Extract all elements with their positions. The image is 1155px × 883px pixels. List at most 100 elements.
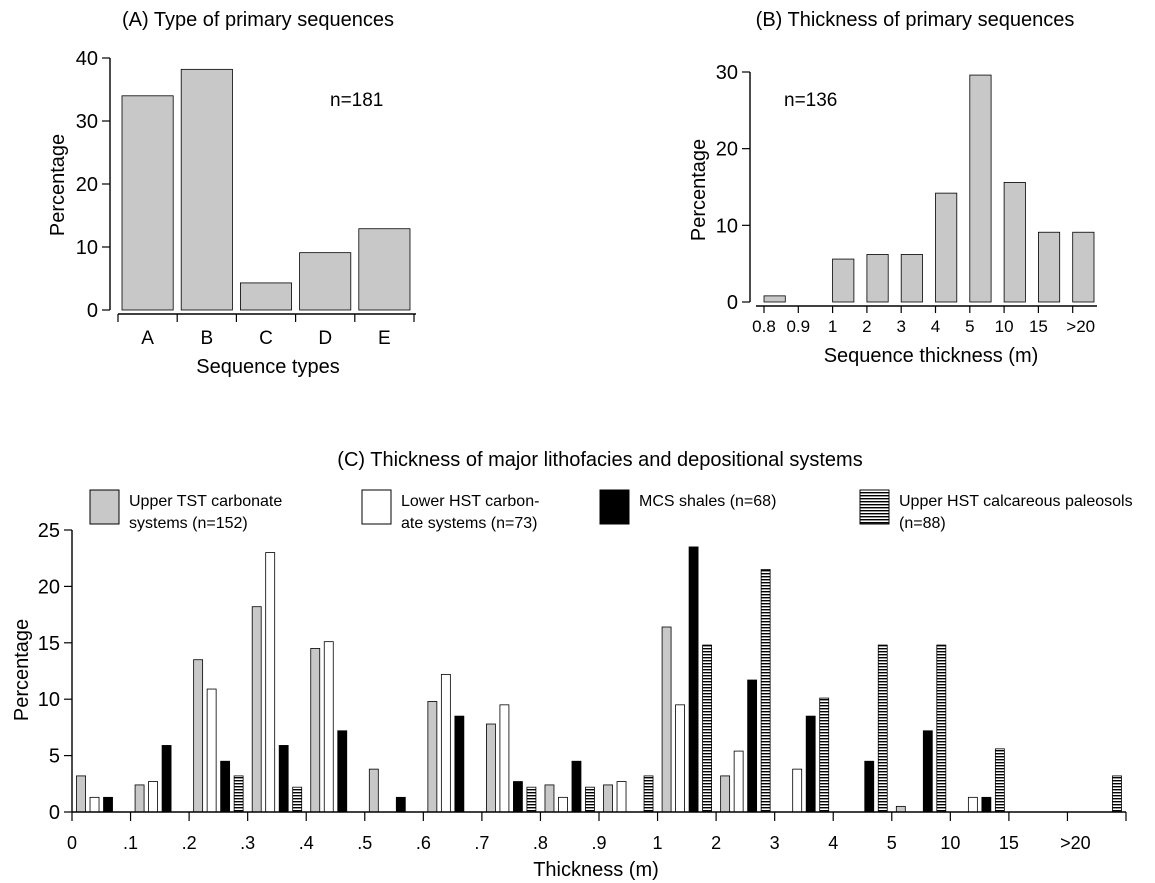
xtick-label: >20	[1060, 833, 1091, 853]
legend-label: MCS shales (n=68)	[639, 493, 776, 510]
bar-c-black	[454, 715, 465, 813]
bar-a-d	[299, 252, 352, 311]
bar-c-white	[792, 768, 803, 813]
bar-c-hatch	[936, 644, 947, 813]
bar-a-a	[121, 95, 174, 311]
bar-c-gray	[76, 775, 86, 813]
xtick-label: C	[259, 328, 273, 349]
xtick-label: .8	[533, 833, 548, 853]
bar-b	[1038, 231, 1061, 303]
xtick-label: .5	[357, 833, 372, 853]
bar-c-black	[513, 781, 523, 813]
panel-c-legend: Upper TST carbonate systems (n=152) Lower …	[89, 489, 1133, 532]
bar-c-black	[161, 745, 172, 813]
xtick-label: E	[378, 328, 391, 349]
xtick-label: B	[200, 328, 213, 349]
bar-c-black	[337, 730, 348, 813]
xtick-label: D	[318, 328, 332, 349]
bar-a-b	[180, 68, 233, 311]
bar-c-gray	[310, 648, 321, 813]
legend-label: ate systems (n=73)	[401, 515, 538, 532]
bar-c-white	[323, 641, 334, 813]
bar-c-white	[733, 750, 744, 813]
xtick-label: 10	[995, 317, 1014, 336]
xtick-label: >20	[1066, 317, 1095, 336]
bar-c-gray	[544, 784, 555, 813]
panel-b: (B) Thickness of primary sequences n=136…	[688, 9, 1097, 367]
bar-c-hatch	[526, 786, 537, 813]
bar-c-gray	[603, 784, 613, 813]
ytick-label: 20	[76, 174, 98, 196]
bar-b	[900, 254, 923, 303]
xtick-label: 2	[711, 833, 721, 853]
bar-a-c	[239, 282, 292, 311]
xtick-label: 5	[887, 833, 897, 853]
bar-b	[832, 258, 855, 303]
xtick-label: 4	[828, 833, 838, 853]
xtick-label: 0	[67, 833, 77, 853]
bar-c-black	[103, 796, 113, 813]
bar-b	[1072, 231, 1095, 303]
ytick-label: 30	[76, 111, 98, 133]
bar-c-black	[220, 760, 231, 813]
xtick-label: .2	[182, 833, 197, 853]
bar-c-gray	[720, 775, 731, 813]
bar-c-hatch	[585, 786, 595, 813]
bar-c-hatch	[760, 569, 771, 813]
legend-label: Lower HST carbon-	[401, 493, 539, 510]
bar-c-black	[747, 679, 758, 813]
ytick-label: 20	[38, 576, 60, 598]
ytick-label: 5	[49, 746, 60, 768]
legend-swatch-hatch	[859, 489, 890, 525]
xtick-label: 10	[940, 833, 960, 853]
xtick-label: A	[141, 328, 154, 349]
ytick-label: 20	[716, 139, 738, 161]
bar-c-gray	[895, 805, 906, 813]
legend-label: Upper HST calcareous paleosols	[899, 493, 1133, 510]
panel-a-bars	[121, 68, 411, 311]
bar-c-white	[206, 688, 217, 813]
bar-c-white	[675, 704, 685, 813]
bar-c-white	[558, 796, 568, 813]
xtick-label: 3	[770, 833, 780, 853]
bar-c-hatch	[994, 748, 1005, 813]
xtick-label: 2	[862, 317, 871, 336]
xtick-label: .6	[416, 833, 431, 853]
legend-swatch-gray	[89, 489, 120, 525]
bar-c-white	[148, 781, 158, 813]
xtick-label: 0.9	[786, 317, 810, 336]
bar-c-gray	[661, 626, 672, 813]
bar-c-black	[981, 796, 992, 813]
legend-label: Upper TST carbonate	[129, 493, 282, 510]
xtick-label: .4	[299, 833, 314, 853]
panel-a-title: (A) Type of primary sequences	[122, 9, 394, 31]
panel-b-annotation: n=136	[784, 90, 837, 111]
ytick-label: 10	[38, 689, 60, 711]
bar-c-hatch	[702, 644, 712, 813]
ytick-label: 10	[716, 215, 738, 237]
bar-c-black	[805, 715, 816, 813]
xtick-label: .9	[591, 833, 606, 853]
xtick-label: 3	[896, 317, 905, 336]
xtick-label: 1	[828, 317, 837, 336]
xtick-label: 15	[999, 833, 1019, 853]
xtick-label: 4	[931, 317, 940, 336]
legend-swatch-white	[361, 489, 392, 525]
panel-c-ylabel: Percentage	[11, 619, 33, 721]
bar-c-hatch	[233, 775, 244, 813]
panel-c-title: (C) Thickness of major lithofacies and d…	[337, 449, 862, 471]
bar-a-e	[358, 228, 411, 311]
bar-c-gray	[486, 723, 496, 813]
bar-c-gray	[427, 701, 438, 813]
bar-c-white	[440, 673, 451, 813]
bar-c-gray	[251, 606, 262, 813]
bar-c-black	[571, 760, 582, 813]
legend-swatch-black	[599, 489, 630, 525]
ytick-label: 30	[716, 62, 738, 84]
bar-c-white	[616, 781, 627, 813]
panel-b-axes: 0.8 0.9 1 2 3 4 5 10 15 >20 0 10 20 30	[716, 62, 1097, 336]
xtick-label: 15	[1029, 317, 1048, 336]
ytick-label: 25	[38, 520, 60, 542]
xtick-label: .3	[240, 833, 255, 853]
bar-c-hatch	[292, 786, 303, 813]
